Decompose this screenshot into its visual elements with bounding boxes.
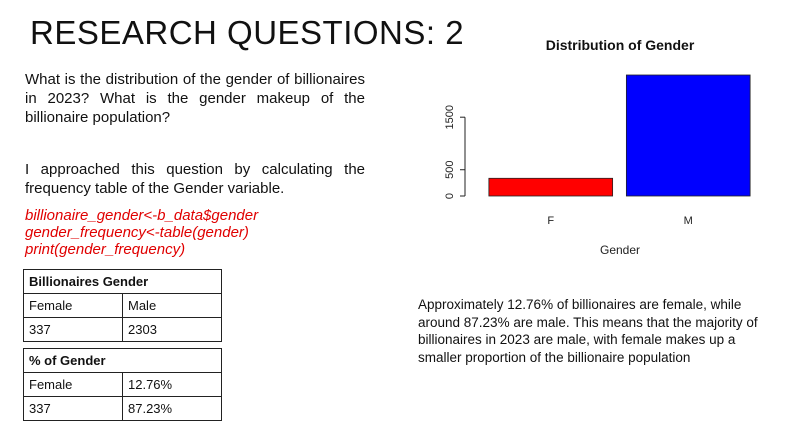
table-cell: Male bbox=[122, 293, 222, 318]
gender-percent-table: % of Gender Female 12.76% 337 87.23% bbox=[23, 348, 222, 421]
gender-count-table: Billionaires Gender Female Male 337 2303 bbox=[23, 269, 222, 342]
y-tick-label: 0 bbox=[444, 193, 456, 199]
y-tick-label: 500 bbox=[444, 161, 456, 179]
table-cell: 2303 bbox=[122, 317, 222, 342]
chart-title: Distribution of Gender bbox=[546, 37, 695, 53]
summary-text: Approximately 12.76% of billionaires are… bbox=[418, 297, 758, 365]
table-cell: 337 bbox=[23, 396, 123, 421]
approach-text: I approached this question by calculatin… bbox=[25, 161, 365, 197]
bars bbox=[488, 74, 751, 197]
slide-title: RESEARCH QUESTIONS: 2 bbox=[30, 14, 465, 51]
code-line: billionaire_gender<-b_data$gender bbox=[25, 207, 259, 224]
table-cell: 12.76% bbox=[122, 372, 222, 397]
table-cell: 337 bbox=[23, 317, 123, 342]
table-cell: Female bbox=[23, 372, 123, 397]
question-text: What is the distribution of the gender o… bbox=[25, 71, 365, 126]
table-title: Billionaires Gender bbox=[23, 269, 222, 294]
y-axis: 0 500 1500 bbox=[444, 105, 466, 199]
y-tick-label: 1500 bbox=[444, 105, 456, 129]
table-cell: Female bbox=[23, 293, 123, 318]
table-cell: 87.23% bbox=[122, 396, 222, 421]
x-axis-label: Gender bbox=[600, 243, 640, 257]
code-line: print(gender_frequency) bbox=[25, 241, 186, 258]
x-tick-label: F bbox=[547, 215, 554, 227]
bar-f bbox=[488, 177, 614, 197]
code-line: gender_frequency<-table(gender) bbox=[25, 224, 249, 241]
x-tick-label: M bbox=[684, 215, 693, 227]
bar-m bbox=[625, 74, 751, 197]
table-title: % of Gender bbox=[23, 348, 222, 373]
code-block: billionaire_gender<-b_data$gender gender… bbox=[25, 207, 365, 258]
